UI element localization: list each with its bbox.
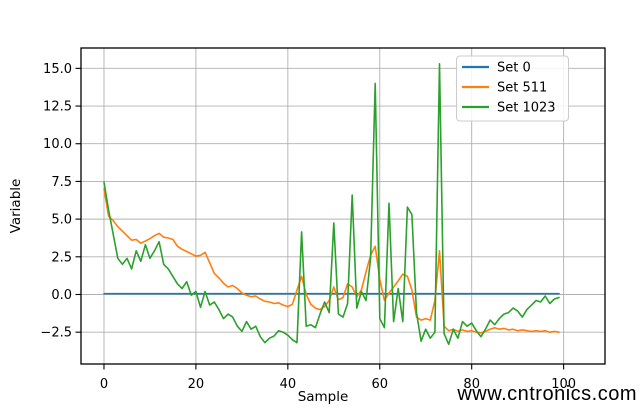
x-tick-label: 40	[280, 377, 297, 392]
x-tick-label: 60	[371, 377, 388, 392]
y-tick-labels: −2.5 0.0 2.5 5.0 7.5 10.0 12.5 15.0	[40, 62, 72, 341]
y-tick-label: 0.0	[51, 288, 72, 303]
legend-box	[456, 55, 569, 122]
y-tick-label: 7.5	[51, 175, 72, 190]
x-tick-labels: 0 20 40 60 80 100	[100, 377, 576, 392]
data-series	[103, 62, 560, 346]
watermark: www.cntronics.com	[456, 383, 637, 405]
y-tick-label: 10.0	[43, 137, 72, 152]
legend: Set 0 Set 511 Set 1023	[456, 55, 569, 122]
x-tick-label: 80	[463, 377, 480, 392]
y-tick-label: 5.0	[51, 213, 72, 228]
y-axis-label: Variable	[8, 179, 24, 234]
series-line-set-1023	[103, 62, 560, 346]
legend-item-label: Set 1023	[497, 101, 556, 116]
x-axis-label: Sample	[298, 389, 349, 405]
axis-tick-marks	[75, 67, 565, 370]
x-tick-label: 0	[100, 377, 108, 392]
x-tick-label: 100	[551, 377, 576, 392]
legend-item-label: Set 0	[497, 61, 531, 76]
x-tick-label: 20	[188, 377, 205, 392]
y-tick-label: −2.5	[40, 326, 72, 341]
plot-border	[80, 47, 606, 365]
y-tick-label: 12.5	[43, 100, 72, 115]
legend-item-label: Set 511	[497, 81, 547, 96]
y-tick-label: 15.0	[43, 62, 72, 77]
y-tick-label: 2.5	[51, 250, 72, 265]
